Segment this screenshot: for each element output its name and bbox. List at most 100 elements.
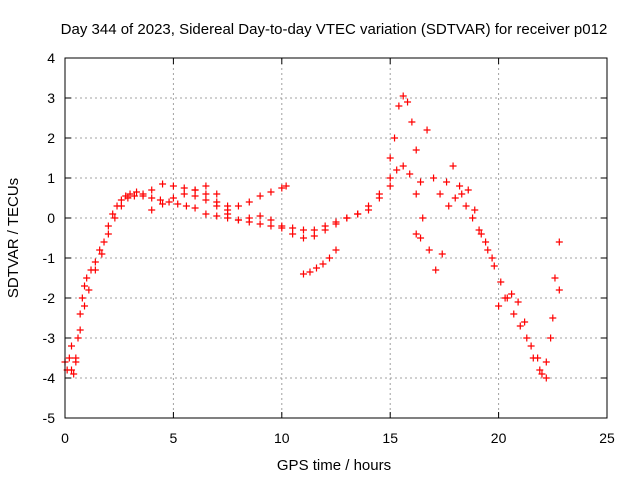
data-point xyxy=(100,238,108,246)
x-tick-label: 20 xyxy=(491,430,507,446)
data-point xyxy=(490,262,498,270)
data-point xyxy=(213,202,221,210)
x-tick-label: 10 xyxy=(274,430,290,446)
data-point xyxy=(408,118,416,126)
data-point xyxy=(451,194,459,202)
data-point xyxy=(299,226,307,234)
data-point xyxy=(74,334,82,342)
data-point xyxy=(538,370,546,378)
data-point xyxy=(91,258,99,266)
data-point xyxy=(332,246,340,254)
data-point xyxy=(68,366,76,374)
series-track-d xyxy=(191,174,394,242)
data-point xyxy=(477,230,485,238)
y-axis: -5 -4 -3 -2 -1 0 1 2 3 4 xyxy=(43,50,607,426)
data-point xyxy=(417,178,425,186)
data-point xyxy=(542,374,550,382)
data-point xyxy=(393,166,401,174)
data-point xyxy=(497,278,505,286)
data-point xyxy=(126,190,134,198)
data-point xyxy=(436,190,444,198)
data-point xyxy=(343,214,351,222)
data-point xyxy=(81,282,89,290)
data-point xyxy=(299,234,307,242)
data-point xyxy=(180,184,188,192)
data-point xyxy=(104,222,112,230)
data-point xyxy=(81,302,89,310)
data-point xyxy=(399,92,407,100)
data-point xyxy=(85,286,93,294)
y-tick-label: 4 xyxy=(47,50,55,66)
data-point xyxy=(365,202,373,210)
data-point xyxy=(471,206,479,214)
data-point xyxy=(542,358,550,366)
data-point xyxy=(549,314,557,322)
data-point xyxy=(391,134,399,142)
series-track-f xyxy=(386,92,425,186)
data-point xyxy=(191,192,199,200)
plot-frame xyxy=(64,57,608,419)
data-point xyxy=(72,354,80,362)
data-point xyxy=(417,234,425,242)
x-tick-label: 25 xyxy=(599,430,615,446)
data-point xyxy=(68,342,76,350)
data-point xyxy=(306,268,314,276)
data-point xyxy=(98,250,106,258)
data-point xyxy=(76,326,84,334)
data-point xyxy=(419,214,427,222)
data-point xyxy=(124,194,132,202)
series-track-c xyxy=(148,182,290,214)
data-point xyxy=(130,192,138,200)
data-point xyxy=(278,184,286,192)
data-point xyxy=(312,264,320,272)
data-point xyxy=(78,294,86,302)
data-point xyxy=(404,98,412,106)
x-tick-label: 0 xyxy=(61,430,69,446)
data-point xyxy=(202,182,210,190)
y-tick-label: -2 xyxy=(43,290,56,306)
data-point xyxy=(117,202,125,210)
data-point xyxy=(456,182,464,190)
data-point xyxy=(174,200,182,208)
y-tick-label: 0 xyxy=(47,210,55,226)
y-tick-label: -4 xyxy=(43,370,56,386)
data-point xyxy=(191,204,199,212)
y-axis-title: SDTVAR / TECUs xyxy=(5,178,22,298)
data-point xyxy=(256,212,264,220)
data-point xyxy=(464,186,472,194)
data-point xyxy=(399,162,407,170)
data-point xyxy=(202,210,210,218)
data-point xyxy=(488,254,496,262)
data-point xyxy=(245,214,253,222)
data-point xyxy=(156,196,164,204)
data-point xyxy=(148,194,156,202)
data-point xyxy=(510,310,518,318)
data-point xyxy=(76,310,84,318)
data-point xyxy=(516,322,524,330)
data-point xyxy=(555,238,563,246)
data-point xyxy=(458,190,466,198)
data-point xyxy=(432,266,440,274)
data-point xyxy=(412,230,420,238)
data-point xyxy=(325,254,333,262)
y-tick-label: -1 xyxy=(43,250,56,266)
data-point xyxy=(182,202,190,210)
x-axis: 0 5 10 15 20 25 xyxy=(61,58,615,446)
data-point xyxy=(213,212,221,220)
data-point xyxy=(224,210,232,218)
data-point xyxy=(514,298,522,306)
data-points xyxy=(61,92,563,382)
y-tick-label: -5 xyxy=(43,410,56,426)
data-point xyxy=(104,230,112,238)
data-point xyxy=(83,274,91,282)
data-point xyxy=(165,198,173,206)
data-point xyxy=(354,210,362,218)
data-point xyxy=(534,354,542,362)
data-point xyxy=(148,206,156,214)
data-point xyxy=(109,210,117,218)
data-point xyxy=(289,230,297,238)
data-point xyxy=(245,198,253,206)
data-point xyxy=(267,216,275,224)
data-point xyxy=(438,250,446,258)
